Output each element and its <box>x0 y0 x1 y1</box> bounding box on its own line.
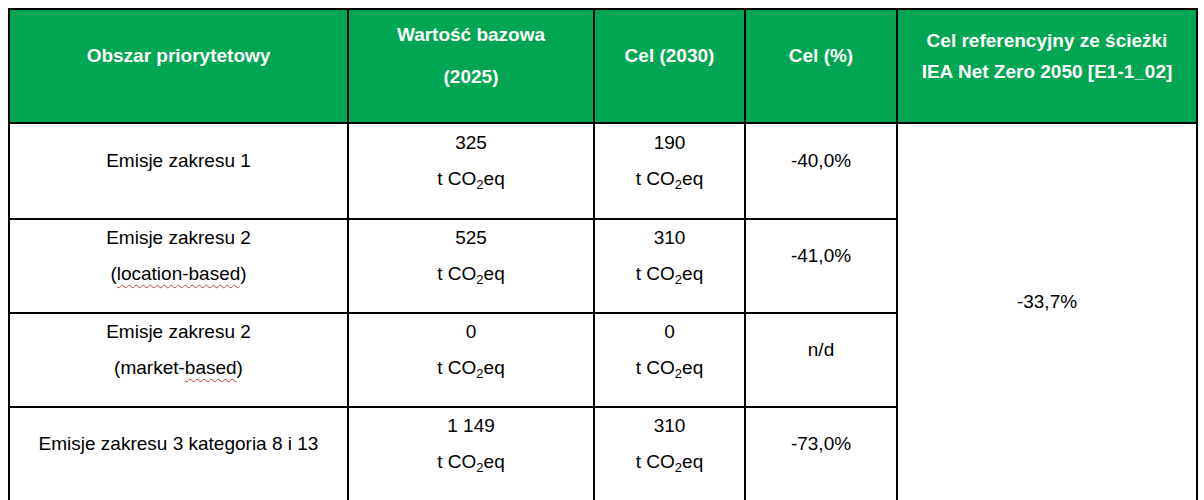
header-base-value: Wartość bazowa (2025) <box>348 9 594 123</box>
header-target-pct: Cel (%) <box>745 9 897 123</box>
cell-reference-target: -33,7% <box>897 123 1197 500</box>
base-value: 1 149 <box>353 408 589 444</box>
table-row-scope1: Emisje zakresu 1 325 t CO2eq 190 t CO2eq… <box>9 123 1197 219</box>
area-label: Emisje zakresu 2 <box>14 220 343 256</box>
header-base-value-line1: Wartość bazowa <box>397 22 545 48</box>
cell-area-scope2-market: Emisje zakresu 2 (market-based) <box>9 313 348 407</box>
area-label-line2: (location-based) <box>14 256 343 292</box>
target-value: 0 <box>599 314 740 350</box>
target-value: 310 <box>599 408 740 444</box>
subscript-2: 2 <box>476 177 483 192</box>
cell-base-value: 1 149 t CO2eq <box>348 407 594 500</box>
area-label: Emisje zakresu 2 <box>14 314 343 350</box>
misspelled-word: location-based <box>117 263 241 284</box>
cell-target-pct: -40,0% <box>745 123 897 219</box>
unit-label: t CO2eq <box>599 161 740 197</box>
cell-target-pct: n/d <box>745 313 897 407</box>
unit-label: t CO2eq <box>353 161 589 197</box>
misspelled-word: based <box>185 357 237 378</box>
cell-base-value: 525 t CO2eq <box>348 219 594 313</box>
unit-label: t CO2eq <box>353 350 589 386</box>
target-value: 310 <box>599 220 740 256</box>
unit-label: t CO2eq <box>599 444 740 480</box>
unit-label: t CO2eq <box>599 256 740 292</box>
table-header-row: Obszar priorytetowy Wartość bazowa (2025… <box>9 9 1197 123</box>
area-label-line2: (market-based) <box>14 350 343 386</box>
subscript-2: 2 <box>675 272 682 287</box>
target-pct: n/d <box>750 332 892 368</box>
unit-label: t CO2eq <box>599 350 740 386</box>
header-priority-area: Obszar priorytetowy <box>9 9 348 123</box>
base-value: 0 <box>353 314 589 350</box>
cell-base-value: 325 t CO2eq <box>348 123 594 219</box>
header-reference-target-line2: IEA Net Zero 2050 [E1-1_02] <box>922 56 1173 87</box>
cell-target-value: 310 t CO2eq <box>594 219 745 313</box>
subscript-2: 2 <box>675 366 682 381</box>
cell-target-pct: -73,0% <box>745 407 897 500</box>
cell-base-value: 0 t CO2eq <box>348 313 594 407</box>
cell-area-scope3: Emisje zakresu 3 kategoria 8 i 13 <box>9 407 348 500</box>
cell-target-value: 310 t CO2eq <box>594 407 745 500</box>
unit-label: t CO2eq <box>353 444 589 480</box>
document-page: Obszar priorytetowy Wartość bazowa (2025… <box>0 0 1204 500</box>
target-pct: -73,0% <box>750 426 892 462</box>
area-label: Emisje zakresu 1 <box>14 143 343 179</box>
base-value: 525 <box>353 220 589 256</box>
target-value: 190 <box>599 125 740 161</box>
base-value: 325 <box>353 125 589 161</box>
subscript-2: 2 <box>675 177 682 192</box>
header-target-2030-label: Cel (2030) <box>599 43 740 69</box>
subscript-2: 2 <box>675 460 682 475</box>
subscript-2: 2 <box>476 460 483 475</box>
header-reference-target-line1: Cel referencyjny ze ścieżki <box>927 25 1168 56</box>
subscript-2: 2 <box>476 272 483 287</box>
cell-target-value: 0 t CO2eq <box>594 313 745 407</box>
reference-target-value: -33,7% <box>902 284 1192 320</box>
header-priority-area-label: Obszar priorytetowy <box>14 43 343 69</box>
target-pct: -41,0% <box>750 238 892 274</box>
cell-target-value: 190 t CO2eq <box>594 123 745 219</box>
cell-target-pct: -41,0% <box>745 219 897 313</box>
subscript-2: 2 <box>476 366 483 381</box>
header-target-pct-label: Cel (%) <box>750 43 892 69</box>
header-base-value-line2: (2025) <box>444 64 499 90</box>
header-target-2030: Cel (2030) <box>594 9 745 123</box>
cell-area-scope2-location: Emisje zakresu 2 (location-based) <box>9 219 348 313</box>
area-label: Emisje zakresu 3 kategoria 8 i 13 <box>14 426 343 462</box>
header-reference-target: Cel referencyjny ze ścieżki IEA Net Zero… <box>897 9 1197 123</box>
cell-area-scope1: Emisje zakresu 1 <box>9 123 348 219</box>
unit-label: t CO2eq <box>353 256 589 292</box>
emissions-targets-table: Obszar priorytetowy Wartość bazowa (2025… <box>8 8 1198 500</box>
target-pct: -40,0% <box>750 143 892 179</box>
